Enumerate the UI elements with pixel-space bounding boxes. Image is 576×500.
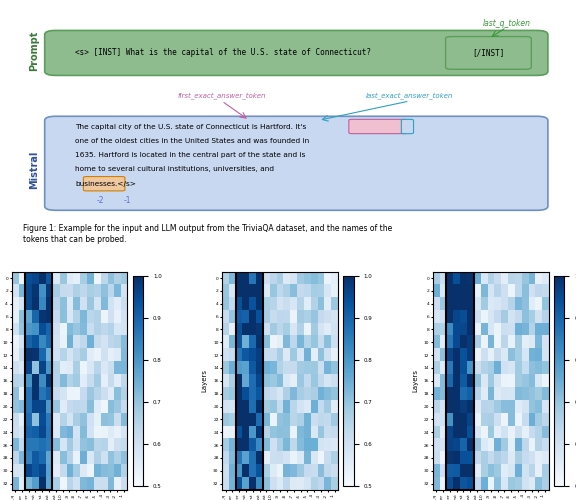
FancyBboxPatch shape xyxy=(45,116,548,210)
Text: 1635. Hartford is located in the central part of the state and is: 1635. Hartford is located in the central… xyxy=(75,152,305,158)
Bar xyxy=(236,272,263,490)
Text: first_exact_answer_token: first_exact_answer_token xyxy=(177,92,266,100)
Text: Figure 1: Example for the input and LLM output from the TriviaQA dataset, and th: Figure 1: Example for the input and LLM … xyxy=(22,224,392,244)
Bar xyxy=(446,272,473,490)
Bar xyxy=(25,272,52,490)
Text: one of the oldest cities in the United States and was founded in: one of the oldest cities in the United S… xyxy=(75,138,309,144)
Text: The capital city of the U.S. state of Connecticut is Hartford. It's: The capital city of the U.S. state of Co… xyxy=(75,124,306,130)
FancyBboxPatch shape xyxy=(349,120,407,134)
Text: <s> [INST] What is the capital of the U.S. state of Connecticut?: <s> [INST] What is the capital of the U.… xyxy=(75,48,371,58)
FancyBboxPatch shape xyxy=(446,36,531,70)
Text: businesses.</s>: businesses.</s> xyxy=(75,180,136,186)
Text: home to several cultural institutions, universities, and: home to several cultural institutions, u… xyxy=(75,166,274,172)
Text: [/INST]: [/INST] xyxy=(472,48,505,58)
Text: -2: -2 xyxy=(96,196,104,204)
Text: Mistral: Mistral xyxy=(29,150,39,188)
FancyBboxPatch shape xyxy=(84,176,125,191)
Y-axis label: Layers: Layers xyxy=(412,370,418,392)
Text: last_exact_answer_token: last_exact_answer_token xyxy=(366,92,453,100)
FancyBboxPatch shape xyxy=(45,30,548,76)
Text: -1: -1 xyxy=(124,196,131,204)
Text: last_q_token: last_q_token xyxy=(483,19,530,28)
Text: Prompt: Prompt xyxy=(29,30,39,71)
FancyBboxPatch shape xyxy=(401,120,414,134)
Y-axis label: Layers: Layers xyxy=(202,370,207,392)
